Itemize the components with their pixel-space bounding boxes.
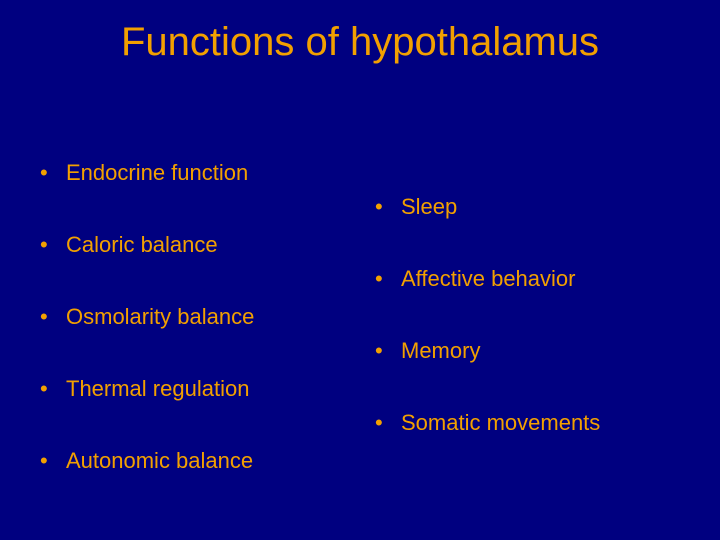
bullet-icon: • bbox=[40, 160, 66, 186]
bullet-icon: • bbox=[375, 338, 401, 364]
bullet-icon: • bbox=[40, 304, 66, 330]
bullet-icon: • bbox=[40, 232, 66, 258]
list-item: • Sleep bbox=[375, 194, 720, 220]
bullet-text: Autonomic balance bbox=[66, 448, 253, 474]
bullet-text: Somatic movements bbox=[401, 410, 600, 436]
list-item: • Somatic movements bbox=[375, 410, 720, 436]
slide: Functions of hypothalamus • Endocrine fu… bbox=[0, 0, 720, 540]
list-item: • Memory bbox=[375, 338, 720, 364]
spacer bbox=[375, 160, 720, 194]
list-item: • Osmolarity balance bbox=[40, 304, 355, 330]
bullet-text: Thermal regulation bbox=[66, 376, 249, 402]
list-item: • Affective behavior bbox=[375, 266, 720, 292]
list-item: • Endocrine function bbox=[40, 160, 355, 186]
bullet-text: Sleep bbox=[401, 194, 457, 220]
list-item: • Caloric balance bbox=[40, 232, 355, 258]
bullet-icon: • bbox=[40, 376, 66, 402]
bullet-text: Affective behavior bbox=[401, 266, 575, 292]
left-column: • Endocrine function • Caloric balance •… bbox=[0, 160, 355, 540]
bullet-icon: • bbox=[375, 410, 401, 436]
bullet-text: Memory bbox=[401, 338, 480, 364]
right-column: • Sleep • Affective behavior • Memory • … bbox=[355, 160, 720, 540]
bullet-text: Caloric balance bbox=[66, 232, 218, 258]
slide-title: Functions of hypothalamus bbox=[0, 20, 720, 65]
bullet-icon: • bbox=[40, 448, 66, 474]
list-item: • Thermal regulation bbox=[40, 376, 355, 402]
bullet-text: Endocrine function bbox=[66, 160, 248, 186]
bullet-icon: • bbox=[375, 266, 401, 292]
list-item: • Autonomic balance bbox=[40, 448, 355, 474]
slide-body: • Endocrine function • Caloric balance •… bbox=[0, 160, 720, 540]
bullet-icon: • bbox=[375, 194, 401, 220]
bullet-text: Osmolarity balance bbox=[66, 304, 254, 330]
